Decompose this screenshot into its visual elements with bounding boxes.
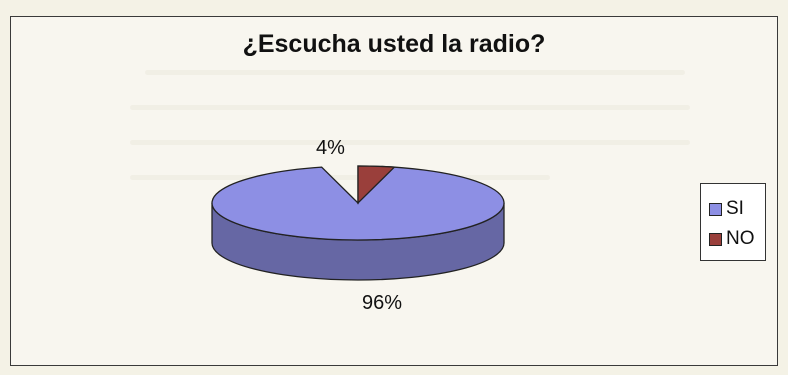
bleed-through-line (130, 105, 690, 110)
legend-item-no: NO (709, 226, 765, 252)
legend-label-no: NO (726, 228, 755, 249)
legend-swatch-si (709, 202, 722, 216)
bleed-through-line (130, 175, 550, 180)
chart-legend: SI NO (700, 183, 766, 261)
bleed-through-line (130, 140, 690, 145)
chart-title: ¿Escucha usted la radio? (242, 30, 546, 58)
legend-label-si: SI (726, 198, 744, 219)
data-label-si: 96% (362, 292, 403, 314)
legend-item-si: SI (709, 196, 765, 222)
legend-swatch-no (709, 232, 722, 246)
data-label-no: 4% (316, 137, 345, 159)
pie-slice-no (357, 165, 396, 205)
bleed-through-line (145, 70, 685, 75)
